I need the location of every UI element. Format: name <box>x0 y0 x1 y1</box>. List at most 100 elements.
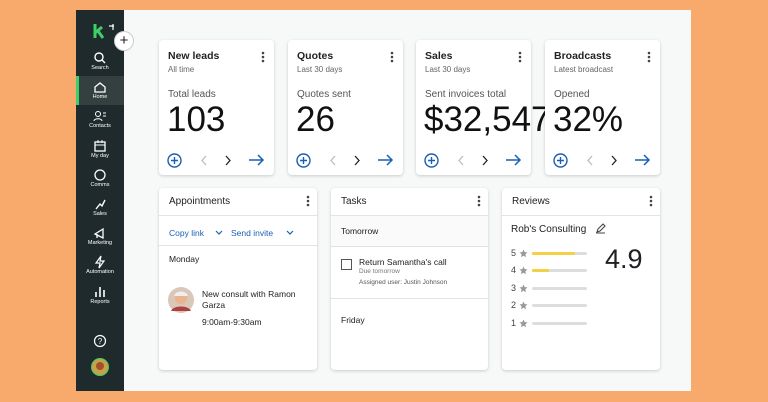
rating-track <box>532 321 587 325</box>
card-title: Sales <box>425 50 453 62</box>
more-menu[interactable] <box>260 50 266 64</box>
nav-label[interactable]: Home <box>92 94 108 101</box>
add-button[interactable]: + <box>114 31 134 51</box>
open-button[interactable] <box>505 154 523 166</box>
next-button[interactable] <box>223 155 233 166</box>
add-icon[interactable] <box>167 153 182 168</box>
nav-icon[interactable] <box>93 197 107 211</box>
rating-bar <box>532 269 550 273</box>
star-count: 5 <box>511 248 517 258</box>
section-label: Tomorrow <box>341 226 379 236</box>
nav-icon[interactable] <box>93 109 107 123</box>
prev-button[interactable] <box>585 155 595 166</box>
prev-button[interactable] <box>328 155 338 166</box>
open-button[interactable] <box>377 154 395 166</box>
card-title: Quotes <box>297 50 334 62</box>
nav-label[interactable]: Contacts <box>89 123 111 130</box>
next-button[interactable] <box>480 155 490 166</box>
star-icon <box>519 249 528 258</box>
add-icon[interactable] <box>553 153 568 168</box>
nav-label[interactable]: Search <box>91 65 109 71</box>
nav-label[interactable]: Automation <box>86 269 114 276</box>
sidebar: Search Home Contacts My day Comms Sales Market… <box>76 10 124 391</box>
card-subtitle: Last 30 days <box>425 65 471 74</box>
user-avatar[interactable] <box>91 358 109 376</box>
stat-card: New leads All time Total leads 103 <box>159 40 274 175</box>
link[interactable]: Send invite <box>231 228 274 238</box>
rating-track <box>532 304 587 308</box>
business-name: Rob's Consulting <box>511 224 587 235</box>
metric-value: $32,547 <box>424 100 551 139</box>
nav-label[interactable]: Marketing <box>87 240 113 247</box>
card-subtitle: Last 30 days <box>297 65 343 74</box>
prev-button[interactable] <box>199 155 209 166</box>
star-icon <box>519 319 528 327</box>
star-count: 1 <box>511 317 517 328</box>
logo <box>93 24 114 39</box>
more-menu[interactable] <box>648 194 654 208</box>
metric-label: Total leads <box>168 89 216 100</box>
more-menu[interactable] <box>389 50 395 64</box>
nav-icon[interactable] <box>93 255 107 269</box>
reviews-card: Reviews Rob's Consulting 4.9 5 4 3 2 1 <box>502 188 660 370</box>
next-button[interactable] <box>609 155 619 166</box>
section-bg <box>331 216 488 247</box>
nav-icon[interactable] <box>93 226 107 240</box>
nav-label[interactable]: Sales <box>93 211 107 217</box>
nav-label[interactable]: Reports <box>90 298 110 305</box>
card-title: Tasks <box>341 196 367 207</box>
contact-avatar <box>168 287 194 313</box>
nav-icon[interactable] <box>93 285 107 299</box>
divider <box>502 215 660 216</box>
stat-card: Sales Last 30 days Sent invoices total $32,… <box>416 40 551 175</box>
stat-card: Quotes Last 30 days Quotes sent 26 <box>288 40 403 175</box>
divider <box>159 245 317 246</box>
card-title: Reviews <box>512 196 550 207</box>
help-icon[interactable]: ? <box>93 334 107 348</box>
edit-icon[interactable] <box>595 223 606 234</box>
rating: 4.9 <box>605 244 643 274</box>
metric-value: 103 <box>167 100 226 139</box>
more-menu[interactable] <box>517 50 523 64</box>
star-count: 2 <box>511 300 517 311</box>
nav-label[interactable]: Comms <box>90 181 110 188</box>
rating-track <box>532 286 587 290</box>
event-title[interactable]: New consult with Ramon Garza <box>202 289 296 310</box>
nav-icon[interactable] <box>93 80 107 94</box>
active-indicator <box>76 76 79 106</box>
card-title: Broadcasts <box>554 50 612 62</box>
dropdown-arrow[interactable] <box>286 230 294 236</box>
card-title: New leads <box>168 50 220 62</box>
dropdown-arrow[interactable] <box>215 230 223 236</box>
add-icon[interactable] <box>424 153 439 168</box>
nav-icon[interactable] <box>93 168 107 182</box>
section-label: Friday <box>341 315 365 325</box>
svg-text:?: ? <box>98 337 103 346</box>
rating-track <box>532 269 587 273</box>
task-assignee: Assigned user: Justin Johnson <box>359 279 448 286</box>
nav-icon[interactable] <box>93 51 107 65</box>
more-menu[interactable] <box>646 50 652 64</box>
more-menu[interactable] <box>476 194 482 208</box>
next-button[interactable] <box>352 155 362 166</box>
add-icon[interactable] <box>296 153 311 168</box>
nav-icon[interactable] <box>93 139 107 153</box>
metric-label: Opened <box>554 89 590 100</box>
more-menu[interactable] <box>305 194 311 208</box>
open-button[interactable] <box>634 154 652 166</box>
tasks-card: Tasks Tomorrow Return Samantha's call Due t… <box>331 188 488 370</box>
open-button[interactable] <box>248 154 266 166</box>
nav-label[interactable]: My day <box>91 152 109 159</box>
prev-button[interactable] <box>456 155 466 166</box>
task-checkbox[interactable] <box>341 259 352 270</box>
appointments-card: Appointments Copy link Send invite Monday Ne… <box>159 188 317 370</box>
link[interactable]: Copy link <box>169 228 204 238</box>
star-icon <box>519 266 528 275</box>
divider <box>331 298 488 299</box>
task-due: Due tomorrow <box>359 268 400 275</box>
divider <box>331 215 488 216</box>
task-title[interactable]: Return Samantha's call <box>359 257 447 267</box>
divider <box>159 215 317 216</box>
metric-label: Sent invoices total <box>425 89 507 100</box>
